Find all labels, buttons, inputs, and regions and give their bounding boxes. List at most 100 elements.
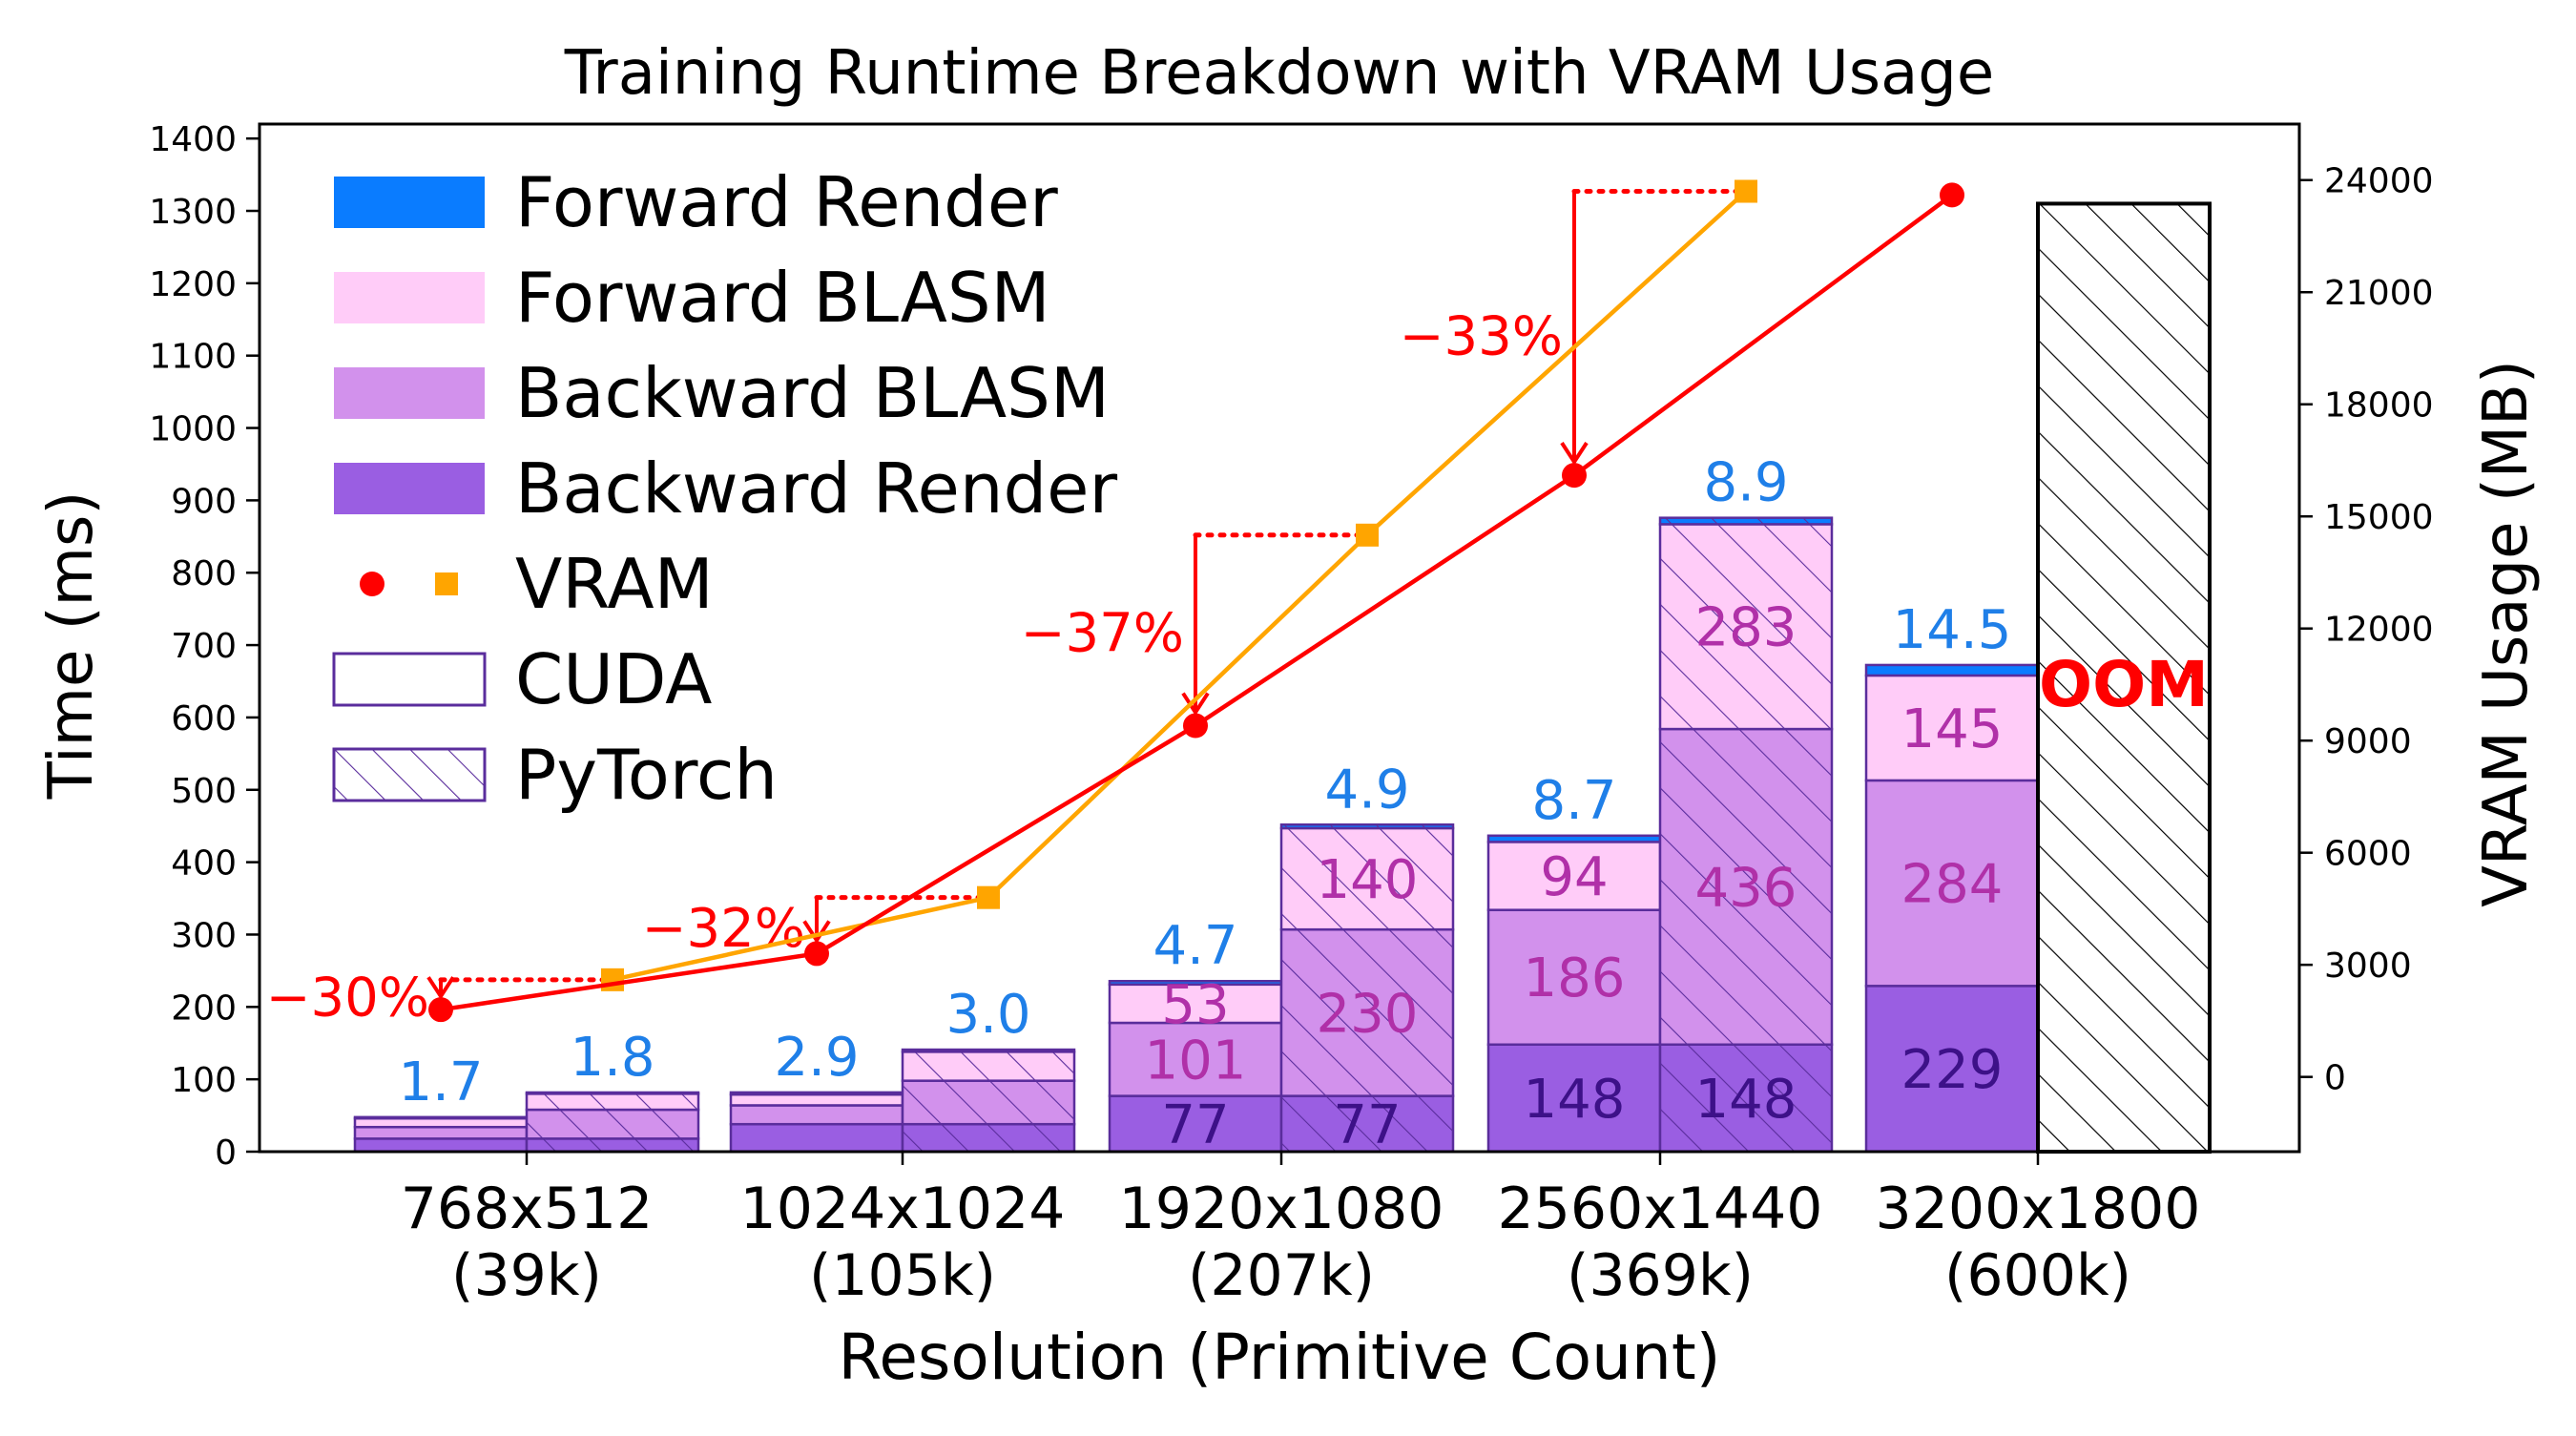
pytorch-hatch: [903, 1080, 1074, 1125]
vram-cuda-marker: [804, 941, 829, 967]
y2-tick-label: 0: [2324, 1059, 2346, 1098]
pytorch-hatch: [903, 1050, 1074, 1052]
y-tick-label: 100: [171, 1061, 237, 1100]
pytorch-hatch: [1660, 1044, 1832, 1152]
y2-tick-label: 6000: [2324, 835, 2412, 874]
y2-tick-label: 15000: [2324, 498, 2434, 537]
y2-tick-label: 24000: [2324, 162, 2434, 201]
x-axis-label: Resolution (Primitive Count): [839, 1321, 1721, 1394]
y2-tick-label: 12000: [2324, 611, 2434, 650]
pytorch-hatch: [1660, 729, 1832, 1045]
segment-value-label: 145: [1901, 698, 2004, 760]
pytorch-hatch: [527, 1093, 698, 1111]
legend-swatch: [334, 463, 485, 514]
forward-blasm-segment: [729, 1093, 904, 1107]
backward-render-segment: [353, 1137, 529, 1154]
segment-value-label: 101: [1145, 1030, 1247, 1092]
total-time-label: 8.7: [1531, 770, 1616, 832]
legend-label: Forward BLASM: [515, 258, 1050, 338]
y-tick-label: 900: [171, 482, 237, 521]
forward-blasm-segment: [353, 1116, 529, 1129]
legend-label: Backward BLASM: [515, 353, 1110, 433]
y-tick-label: 0: [215, 1134, 237, 1173]
vram-cuda-marker: [1562, 463, 1587, 489]
pytorch-hatch: [1660, 524, 1832, 730]
y-tick-label: 1200: [149, 265, 237, 304]
bars-layer: 1.7 1.8 2.93.04.777101534.9772301408.71481…: [353, 201, 2212, 1156]
legend-swatch: [334, 177, 485, 228]
total-time-label: 14.5: [1893, 599, 2012, 661]
legend-label: PyTorch: [515, 735, 778, 815]
x-tick-sublabel: (600k): [1944, 1242, 2131, 1309]
vram-pytorch-marker: [1735, 179, 1757, 203]
y-tick-label: 800: [171, 554, 237, 593]
segment-value-label: 186: [1524, 947, 1626, 1009]
forward-render-segment: [1486, 834, 1662, 843]
total-time-label: 4.7: [1153, 915, 1237, 977]
pytorch-hatch: [1281, 827, 1453, 930]
legend-swatch: [334, 272, 485, 323]
legend-cuda-swatch: [332, 652, 487, 707]
y-tick-label: 600: [171, 699, 237, 739]
oom-bar: [2036, 201, 2212, 1155]
vram-layer: −30% −32% −37% −33%: [266, 179, 1964, 1030]
pytorch-hatch: [1281, 824, 1453, 828]
x-tick-label: 2560x1440: [1498, 1176, 1823, 1242]
segment-value-label: 283: [1695, 597, 1797, 659]
y-tick-label: 300: [171, 916, 237, 955]
x-tick-label: 1920x1080: [1119, 1176, 1444, 1242]
pytorch-hatch: [527, 1138, 698, 1152]
segment-value-label: 284: [1901, 854, 2004, 916]
vram-cuda-marker: [1183, 713, 1208, 739]
y-tick-label: 700: [171, 627, 237, 666]
legend-vram-cuda-marker: [360, 572, 384, 596]
x-tick-sublabel: (39k): [451, 1242, 602, 1309]
x-tick-sublabel: (105k): [809, 1242, 996, 1309]
segment-value-label: 148: [1524, 1069, 1626, 1131]
pytorch-hatch: [1281, 1095, 1453, 1152]
vram-pytorch-marker: [977, 885, 1000, 909]
x-tick-sublabel: (207k): [1188, 1242, 1375, 1309]
segment-value-label: 230: [1317, 983, 1419, 1045]
legend-vram-pytorch-marker: [435, 572, 458, 595]
legend-label: Forward Render: [515, 162, 1058, 242]
legend-label: CUDA: [515, 639, 712, 719]
y2-tick-label: 18000: [2324, 386, 2434, 426]
reduction-arrow-head: [1560, 442, 1589, 466]
backward-blasm-segment: [1108, 1021, 1283, 1097]
axes-layer: 0 100 200 300 400 500 600 700 800 900 1000 1100 1200…: [149, 120, 2433, 1309]
x-tick-sublabel: (369k): [1567, 1242, 1754, 1309]
forward-render-segment: [353, 1115, 529, 1120]
reduction-label: −32%: [642, 898, 805, 960]
pytorch-hatch: [1660, 517, 1832, 525]
segment-value-label: 77: [1333, 1094, 1401, 1156]
plot-frame: [258, 122, 2301, 1154]
x-tick-label: 3200x1800: [1876, 1176, 2201, 1242]
reduction-arrow-head: [426, 976, 455, 1000]
total-time-label: 1.8: [570, 1027, 654, 1089]
y-axis-label: Time (ms): [36, 491, 107, 801]
y-tick-label: 500: [171, 772, 237, 811]
legend: Forward Render Forward BLASM Backward BLAS…: [332, 162, 1117, 815]
reduction-label: −37%: [1021, 603, 1184, 665]
legend-swatch: [334, 367, 485, 419]
total-time-label: 4.9: [1324, 759, 1409, 821]
total-time-label: 3.0: [945, 984, 1030, 1046]
segment-value-label: 53: [1161, 974, 1229, 1036]
x-tick-label: 1024x1024: [740, 1176, 1066, 1242]
legend-label: Backward Render: [515, 448, 1117, 529]
segment-value-label: 77: [1161, 1094, 1229, 1156]
y-tick-label: 1300: [149, 193, 237, 232]
total-time-label: 1.7: [398, 1051, 483, 1113]
y2-tick-label: 9000: [2324, 722, 2412, 761]
vram-pytorch-marker: [601, 968, 624, 991]
vram-cuda-marker: [1940, 182, 1964, 208]
reduction-arrow-head: [1181, 692, 1210, 717]
y-tick-label: 1000: [149, 410, 237, 449]
forward-render-segment: [1864, 663, 2040, 677]
reduction-arrow-head: [802, 920, 831, 945]
y-tick-label: 200: [171, 989, 237, 1028]
forward-blasm-segment: [1108, 983, 1283, 1025]
